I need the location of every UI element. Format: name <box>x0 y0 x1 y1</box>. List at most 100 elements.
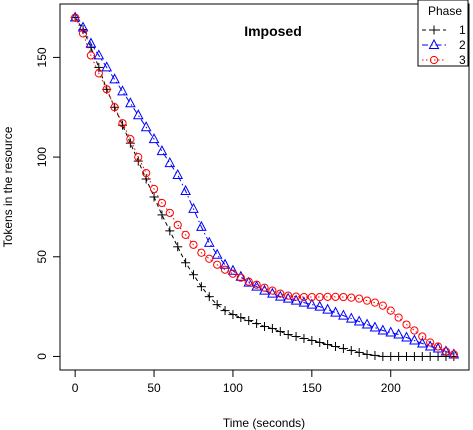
series-3-point <box>165 208 174 218</box>
x-tick-label: 100 <box>223 381 243 395</box>
series-2-point <box>77 21 89 32</box>
legend-marker-3 <box>429 55 439 65</box>
series-1-point <box>417 351 427 361</box>
series-1-point <box>102 84 112 94</box>
series-1-point <box>433 351 443 361</box>
series-1 <box>70 13 459 361</box>
series-2-point <box>274 290 286 301</box>
chart-title: Imposed <box>244 23 302 39</box>
series-3-point <box>355 294 364 303</box>
series-1-point <box>338 343 348 353</box>
legend-box <box>417 0 469 67</box>
series-1-point <box>291 332 301 342</box>
series-1-point <box>346 345 356 355</box>
series-2-point <box>140 121 152 132</box>
series-3-point <box>347 293 356 302</box>
series-1-point <box>165 226 175 236</box>
series-1-point <box>267 324 277 334</box>
series-2 <box>69 11 460 359</box>
series-2-point <box>235 270 247 281</box>
series-2-point <box>188 202 199 213</box>
series-2-point <box>148 133 160 144</box>
series-3-point <box>252 280 261 289</box>
series-3-point <box>418 332 427 341</box>
series-3-point <box>339 292 348 302</box>
series-2-point <box>219 258 231 269</box>
series-3-point <box>213 260 222 269</box>
series-3-point <box>378 301 387 310</box>
series-2-point <box>211 248 223 259</box>
series-3-point <box>307 292 316 302</box>
series-3-point <box>299 292 309 302</box>
series-1-point <box>110 102 120 112</box>
series-1-point <box>386 351 396 361</box>
series-3-point <box>426 338 435 347</box>
series-1-point <box>394 351 404 361</box>
x-axis-label: Time (seconds) <box>223 416 305 430</box>
series-3-point <box>78 29 88 38</box>
series-3-point <box>102 85 111 94</box>
series-1-point <box>409 351 419 361</box>
series-3-point <box>268 286 277 295</box>
series-1-point <box>402 351 412 361</box>
series-3-point <box>94 69 103 78</box>
series-3-point <box>323 292 332 301</box>
series-2-point <box>353 315 365 326</box>
series-2-point <box>401 331 412 342</box>
series-1-point <box>299 334 309 344</box>
series-3-point <box>110 103 119 112</box>
series-2-point <box>227 264 239 275</box>
series-2-point <box>93 49 105 60</box>
series-2-point <box>109 73 120 84</box>
x-tick-label: 200 <box>381 381 401 395</box>
series-3-point <box>142 168 151 178</box>
series-2-point <box>361 318 373 329</box>
series-1-point <box>260 322 269 332</box>
series-1-point <box>157 210 167 220</box>
series-3-point <box>362 296 372 305</box>
series-layer <box>69 11 460 361</box>
series-2-point <box>243 276 255 287</box>
series-3-point <box>291 292 301 301</box>
series-3-point <box>433 342 443 351</box>
x-axis: 0 50 100 150 200 <box>72 369 401 395</box>
series-2-point <box>416 337 428 348</box>
legend-label-2: 2 <box>459 38 466 52</box>
series-3-line <box>74 17 455 355</box>
series-3-point <box>244 277 253 286</box>
series-2-point <box>338 309 349 320</box>
series-1-point <box>181 258 191 268</box>
series-3-point <box>197 248 206 257</box>
series-2-point <box>322 303 333 314</box>
legend-label-3: 3 <box>459 53 466 67</box>
series-2-point <box>259 284 270 295</box>
series-3-point <box>149 184 159 194</box>
y-tick-label: 150 <box>35 47 49 67</box>
series-1-point <box>425 351 435 361</box>
series-2-point <box>377 324 389 335</box>
series-3-point <box>118 119 127 128</box>
series-1-point <box>370 350 380 360</box>
series-2-point <box>203 236 215 247</box>
series-1-point <box>141 174 151 184</box>
legend: Phase 123 <box>417 0 469 67</box>
series-3-point <box>228 269 238 278</box>
series-3-point <box>370 298 380 307</box>
series-2-point <box>164 157 176 168</box>
series-3-point <box>189 240 198 249</box>
series-2-point <box>156 145 168 156</box>
series-2-point <box>172 168 184 180</box>
series-1-point <box>275 327 285 337</box>
series-2-point <box>345 312 357 323</box>
x-tick-label: 50 <box>147 381 161 395</box>
series-1-point <box>441 351 451 361</box>
series-1-point <box>354 347 364 357</box>
series-3-point <box>410 326 419 335</box>
series-2-point <box>251 280 262 291</box>
series-2-point <box>132 109 144 120</box>
series-2-point <box>267 287 278 298</box>
series-1-point <box>307 335 317 345</box>
series-1-point <box>212 300 222 310</box>
series-3-point <box>205 254 214 263</box>
